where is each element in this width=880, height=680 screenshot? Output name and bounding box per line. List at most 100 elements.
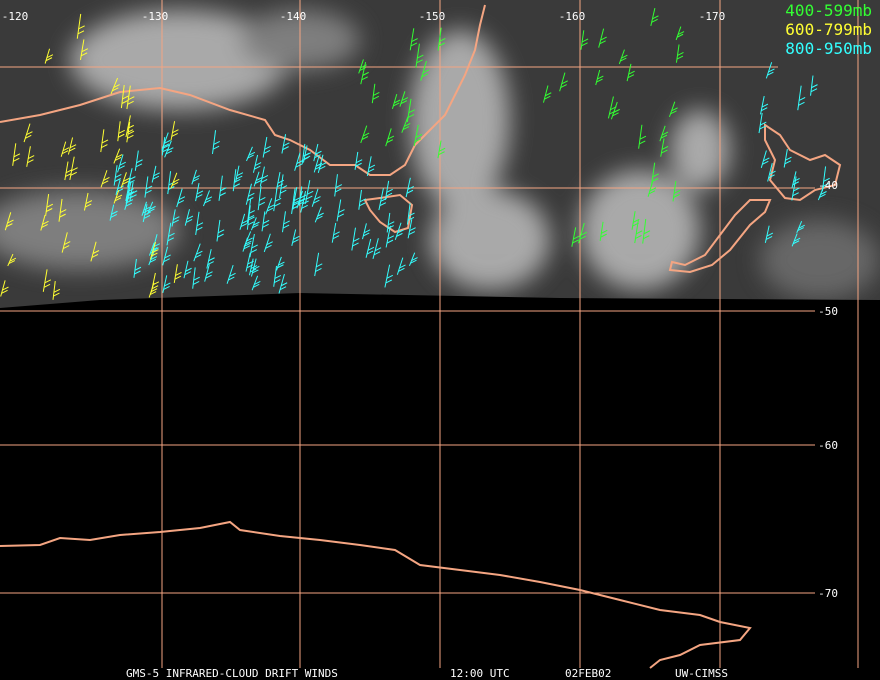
wind-barb (42, 269, 52, 292)
barb-shaft (246, 198, 252, 224)
barb-feather (128, 96, 135, 101)
barb-feather (402, 126, 410, 131)
barb-feather (117, 185, 124, 190)
barb-shaft (647, 181, 654, 197)
barb-feather (8, 260, 16, 265)
wind-barb (125, 115, 134, 138)
barb-shaft (100, 170, 108, 188)
wind-barb (275, 172, 285, 191)
barb-feather (277, 264, 284, 269)
barb-shaft (191, 169, 197, 185)
barb-feather (306, 195, 313, 200)
barb-shaft (760, 95, 765, 115)
barb-feather (386, 274, 394, 279)
barb-shaft (115, 179, 121, 196)
wind-barb (250, 217, 260, 231)
barb-shaft (298, 186, 303, 206)
barb-feather (249, 268, 257, 273)
wind-barb (170, 172, 180, 189)
barb-feather (671, 107, 678, 112)
barb-feather (393, 102, 400, 107)
wind-barb (638, 124, 647, 149)
wind-barb (0, 280, 9, 297)
barb-shaft (246, 205, 251, 230)
barb-feather (27, 159, 34, 164)
wind-barb (144, 176, 153, 198)
barb-shaft (211, 130, 217, 155)
barb-feather (387, 235, 395, 240)
barb-shaft (599, 221, 604, 242)
barb-feather (177, 199, 185, 204)
wind-barb (45, 193, 54, 216)
barb-feather (367, 168, 375, 173)
barb-feather (628, 70, 635, 75)
barb-feather (127, 124, 134, 129)
barb-feather (163, 144, 170, 149)
barb-feather (2, 286, 9, 291)
barb-shaft (336, 199, 342, 222)
barb-feather (172, 129, 179, 134)
barb-feather (163, 285, 170, 290)
barb-shaft (384, 264, 391, 288)
wind-barb (642, 218, 651, 244)
barb-feather (352, 242, 359, 247)
barb-feather (639, 140, 646, 145)
barb-feather (600, 36, 607, 41)
barb-feather (408, 212, 415, 217)
wind-barb (251, 275, 261, 291)
wind-barb (126, 85, 135, 110)
barb-feather (277, 179, 285, 184)
barb-shaft (148, 251, 155, 266)
barb-feather (601, 229, 608, 234)
barb-feather (769, 170, 776, 175)
barb-feather (263, 149, 271, 154)
wind-barb (291, 188, 300, 215)
wind-barb (113, 148, 123, 164)
wind-barb (232, 169, 241, 192)
barb-feather (251, 244, 258, 249)
wind-barb (796, 221, 805, 234)
barb-shaft (44, 48, 51, 64)
barb-shaft (195, 211, 200, 235)
barb-feather (145, 185, 153, 190)
wind-barb (166, 222, 175, 246)
barb-feather (596, 78, 603, 83)
barb-shaft (413, 124, 419, 147)
barb-feather (171, 181, 179, 186)
barb-shaft (262, 136, 268, 158)
barb-feather (597, 75, 604, 80)
longitude-label: -140 (280, 10, 307, 23)
barb-shaft (173, 264, 178, 284)
barb-shaft (304, 180, 311, 204)
barb-feather (148, 208, 155, 213)
barb-shaft (263, 233, 271, 253)
wind-barb (791, 171, 800, 189)
barb-feather (639, 135, 647, 140)
wind-barb (259, 166, 269, 187)
barb-feather (398, 267, 405, 272)
wind-barb (125, 181, 135, 204)
barb-feather (196, 190, 204, 195)
barb-feather (386, 239, 394, 244)
wind-barb (365, 238, 375, 258)
barb-shaft (331, 222, 337, 243)
wind-barb (262, 136, 271, 158)
barb-feather (355, 159, 363, 164)
barb-shaft (40, 214, 46, 231)
barb-feather (761, 107, 768, 112)
barb-feather (46, 203, 54, 208)
barb-feather (42, 220, 49, 225)
wind-barb (252, 154, 262, 173)
barb-shaft (796, 221, 803, 234)
wind-barb (193, 243, 203, 262)
barb-feather (274, 279, 281, 284)
barb-feather (811, 84, 818, 89)
barb-feather (27, 155, 35, 160)
wind-barb (110, 77, 120, 95)
barb-feather (9, 257, 17, 262)
latitude-label: -70 (818, 587, 838, 600)
barb-feather (196, 222, 204, 227)
barb-feather (126, 129, 134, 134)
barb-feather (53, 288, 61, 293)
